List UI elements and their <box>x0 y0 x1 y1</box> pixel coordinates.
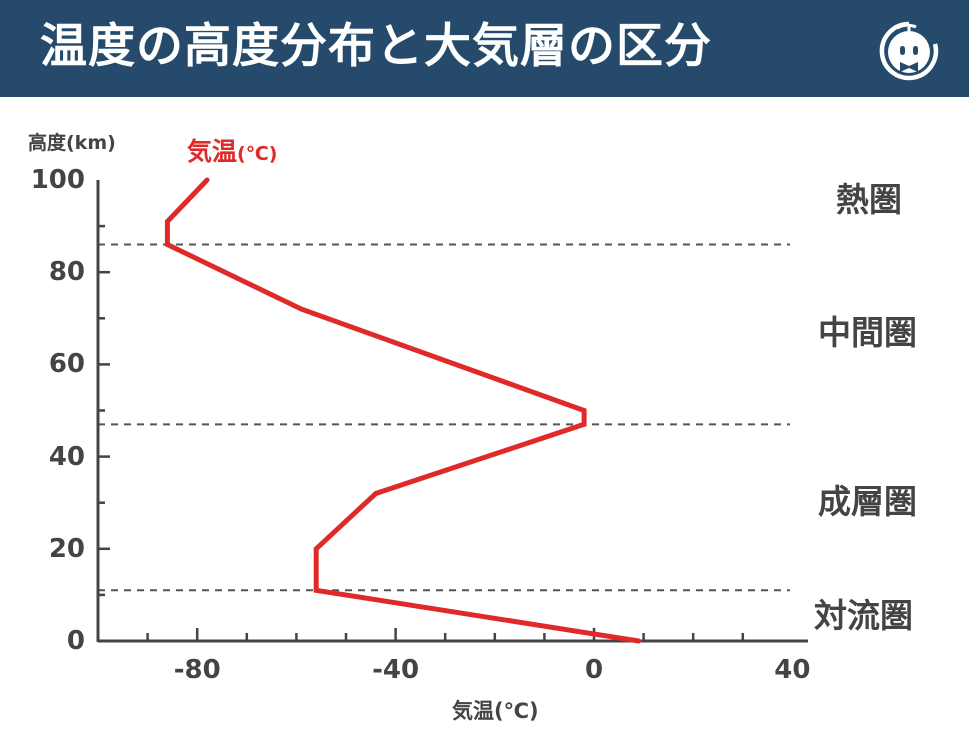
y-tick-label: 0 <box>66 626 85 656</box>
x-tick-label: 0 <box>584 655 604 685</box>
x-tick-label: -40 <box>372 655 420 685</box>
temperature-line <box>164 177 642 644</box>
y-tick-label: 80 <box>48 257 85 288</box>
legend-unit: (℃) <box>237 143 278 165</box>
y-tick-label: 40 <box>48 441 85 472</box>
x-tick-label: -80 <box>173 655 221 685</box>
y-tick-label: 100 <box>30 165 85 195</box>
title-banner: 温度の高度分布と大気層の区分 <box>0 0 969 97</box>
layer-label: 対流圏 <box>814 596 913 635</box>
y-axis-label: 高度(km) <box>28 132 116 154</box>
mascot-face-logo-icon <box>879 21 939 81</box>
x-axis-label: 気温(℃) <box>452 699 539 723</box>
legend-label: 気温 <box>187 137 238 166</box>
page-title: 温度の高度分布と大気層の区分 <box>40 19 712 74</box>
layer-label: 熱圏 <box>836 180 902 219</box>
legend-temperature: 気温(℃) <box>187 132 277 168</box>
layer-label: 中間圏 <box>818 313 917 352</box>
y-tick-label: 20 <box>48 533 85 564</box>
x-tick-label: 40 <box>774 655 811 685</box>
y-tick-label: 60 <box>48 349 85 380</box>
layer-label: 成層圏 <box>818 482 917 521</box>
